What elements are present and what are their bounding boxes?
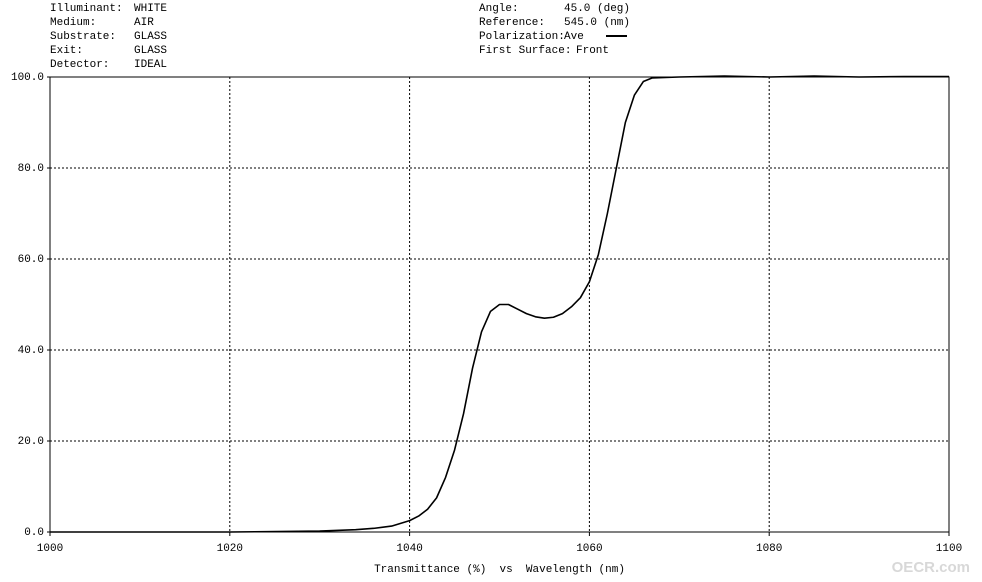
y-tick-label: 40.0 bbox=[18, 345, 44, 357]
y-tick-label: 60.0 bbox=[18, 254, 44, 266]
param-label: Reference: bbox=[479, 17, 545, 29]
param-value: 45.0 (deg) bbox=[564, 3, 630, 15]
x-tick-label: 1020 bbox=[217, 543, 243, 555]
x-tick-label: 1100 bbox=[936, 543, 962, 555]
param-label: Substrate: bbox=[50, 31, 116, 43]
param-value: 545.0 (nm) bbox=[564, 17, 630, 29]
plot-frame bbox=[49, 76, 950, 533]
param-label: Exit: bbox=[50, 45, 83, 57]
param-label: Medium: bbox=[50, 17, 96, 29]
y-tick-label: 20.0 bbox=[18, 436, 44, 448]
x-tick-label: 1040 bbox=[396, 543, 422, 555]
param-label: Detector: bbox=[50, 59, 109, 71]
watermark: OECR.com bbox=[892, 559, 970, 576]
param-label: Angle: bbox=[479, 3, 519, 15]
param-value: GLASS bbox=[134, 31, 167, 43]
param-value: WHITE bbox=[134, 3, 167, 15]
x-tick-label: 1060 bbox=[576, 543, 602, 555]
x-tick-label: 1000 bbox=[37, 543, 63, 555]
param-value: AIR bbox=[134, 17, 154, 29]
param-label: Polarization: bbox=[479, 31, 565, 43]
param-value: IDEAL bbox=[134, 59, 167, 71]
param-label: First Surface: bbox=[479, 45, 571, 57]
y-tick-label: 0.0 bbox=[24, 527, 44, 539]
param-label: Illuminant: bbox=[50, 3, 123, 15]
x-tick-label: 1080 bbox=[756, 543, 782, 555]
param-value: Ave bbox=[564, 31, 584, 43]
param-value: Front bbox=[576, 45, 609, 57]
y-tick-label: 100.0 bbox=[11, 72, 44, 84]
data-line bbox=[50, 75, 949, 533]
param-value: GLASS bbox=[134, 45, 167, 57]
y-tick-label: 80.0 bbox=[18, 163, 44, 175]
x-axis-label: Transmittance (%) vs Wavelength (nm) bbox=[374, 564, 625, 576]
